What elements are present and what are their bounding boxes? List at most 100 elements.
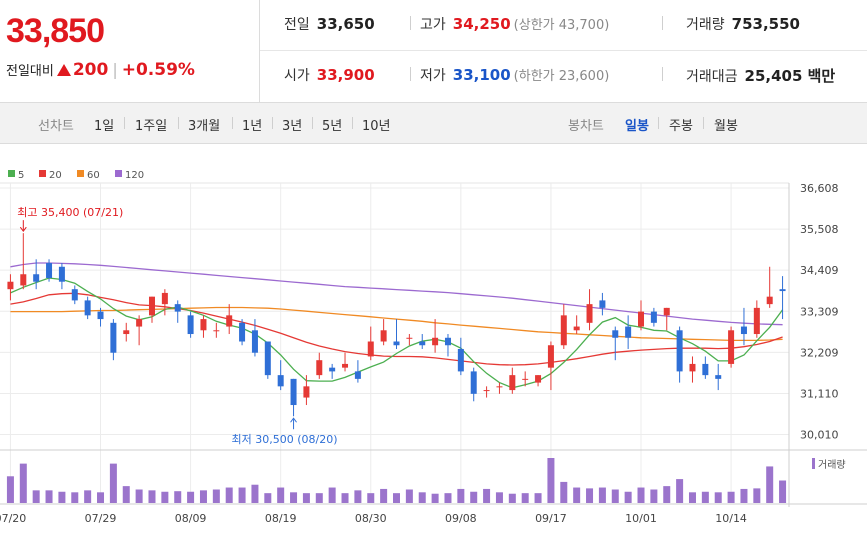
candle-body xyxy=(560,315,567,346)
candle-body xyxy=(97,311,104,320)
volume-bar xyxy=(598,487,606,503)
volume-value: 753,550 xyxy=(731,15,800,33)
candle-body xyxy=(239,322,246,342)
volume-bar xyxy=(199,490,207,503)
low-annotation: 최저 30,500 (08/20) xyxy=(232,433,338,446)
candle-body xyxy=(522,378,529,380)
candle-body xyxy=(535,375,542,383)
volume-bar xyxy=(19,463,27,503)
candle-body xyxy=(496,386,503,388)
volume-bar xyxy=(727,491,735,503)
period-1y[interactable]: 1년 xyxy=(242,119,263,134)
x-axis-labels: 07/20 07/29 08/09 08/19 08/30 09/08 09/17 10/01… xyxy=(0,512,747,525)
period-1w[interactable]: 1주일 xyxy=(135,119,168,134)
volume-bar xyxy=(264,493,272,503)
price-change: 전일대비 200 | +0.59% xyxy=(6,60,195,80)
volume-bar xyxy=(676,479,684,503)
candle-weekly[interactable]: 주봉 xyxy=(669,119,693,134)
candle-body xyxy=(342,363,349,368)
volume-bar xyxy=(135,489,143,503)
candle-body xyxy=(728,330,735,364)
divider xyxy=(178,117,179,129)
legend-label-120: 120 xyxy=(125,170,144,181)
ma-line-20 xyxy=(10,292,783,366)
candle-body xyxy=(457,348,464,372)
volume-bar xyxy=(315,493,323,503)
volume-bar xyxy=(573,487,581,503)
period-10y[interactable]: 10년 xyxy=(362,119,391,134)
candle-body xyxy=(470,371,477,394)
volume: 거래량 753,550 xyxy=(686,14,800,34)
volume-bar xyxy=(560,481,568,503)
candle-body xyxy=(226,315,233,327)
volume-bar xyxy=(6,476,14,503)
candle-body xyxy=(650,311,657,323)
volume-bar xyxy=(444,493,452,503)
candle-body xyxy=(367,341,374,357)
low-arrow-icon xyxy=(290,417,297,423)
volume-bar xyxy=(97,492,105,503)
upper-limit: (상한가 43,700) xyxy=(513,18,610,33)
prev-close: 전일 33,650 xyxy=(284,14,375,34)
high-arrow-icon xyxy=(19,226,27,232)
high-label: 고가 xyxy=(420,17,446,33)
prev-close-value: 33,650 xyxy=(316,15,375,33)
volume-bar xyxy=(586,488,594,503)
volume-label: 거래량 xyxy=(686,17,725,33)
divider xyxy=(662,16,663,30)
candle-daily[interactable]: 일봉 xyxy=(625,119,649,134)
volume-bar xyxy=(161,491,169,503)
volume-bar xyxy=(251,484,259,503)
chart-grid xyxy=(0,182,867,507)
candle-body xyxy=(625,326,632,338)
period-5y[interactable]: 5년 xyxy=(322,119,343,134)
candle-body xyxy=(444,337,451,346)
volume-bar xyxy=(187,491,195,503)
volume-bar xyxy=(71,492,79,503)
volume-bar xyxy=(470,491,478,503)
volume-bar xyxy=(534,493,542,503)
period-3y[interactable]: 3년 xyxy=(282,119,303,134)
open-value: 33,900 xyxy=(316,66,375,84)
candle-body xyxy=(432,337,439,346)
candle-body xyxy=(20,274,27,286)
candle-body xyxy=(509,375,516,391)
volume-bar xyxy=(688,492,696,503)
x-tick-label: 09/17 xyxy=(535,512,567,525)
volume-bar xyxy=(650,489,658,503)
y-tick-label: 32,209 xyxy=(800,346,839,359)
candle-monthly[interactable]: 월봉 xyxy=(714,119,738,134)
ma-legend: 5 20 60 120 xyxy=(8,170,144,181)
volume-bar xyxy=(624,491,632,503)
volume-bar xyxy=(431,493,439,503)
candle-body xyxy=(213,330,220,332)
y-tick-label: 34,409 xyxy=(800,264,839,277)
change-percent: +0.59% xyxy=(121,60,195,80)
period-3m[interactable]: 3개월 xyxy=(188,119,221,134)
volume-bar xyxy=(521,493,529,503)
volume-bar xyxy=(328,487,336,503)
x-tick-label: 09/08 xyxy=(445,512,477,525)
candle-body xyxy=(354,371,361,379)
candle-body xyxy=(174,304,181,312)
candles xyxy=(7,233,786,417)
volume-bar xyxy=(290,492,298,503)
candle-body xyxy=(419,341,426,346)
volume-bar xyxy=(174,491,182,503)
candle-body xyxy=(33,274,40,282)
candle-body xyxy=(123,330,130,335)
lower-limit: (하한가 23,600) xyxy=(513,69,610,84)
line-chart-label: 선차트 xyxy=(38,119,74,134)
candle-body xyxy=(200,319,207,331)
volume-bar xyxy=(225,487,233,503)
candle-body xyxy=(612,330,619,338)
low-label: 저가 xyxy=(420,68,446,84)
up-triangle-icon xyxy=(56,64,71,76)
candle-body xyxy=(290,378,297,406)
period-1d[interactable]: 1일 xyxy=(94,119,115,134)
legend-swatch-60 xyxy=(77,170,84,177)
low-value: 33,100 xyxy=(452,66,511,84)
y-axis-labels: 36,608 35,508 34,409 33,309 32,209 31,110 30,0… xyxy=(800,182,839,442)
amount-value: 25,405 백만 xyxy=(744,67,836,85)
